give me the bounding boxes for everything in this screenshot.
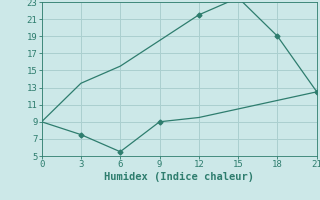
X-axis label: Humidex (Indice chaleur): Humidex (Indice chaleur) [104,172,254,182]
